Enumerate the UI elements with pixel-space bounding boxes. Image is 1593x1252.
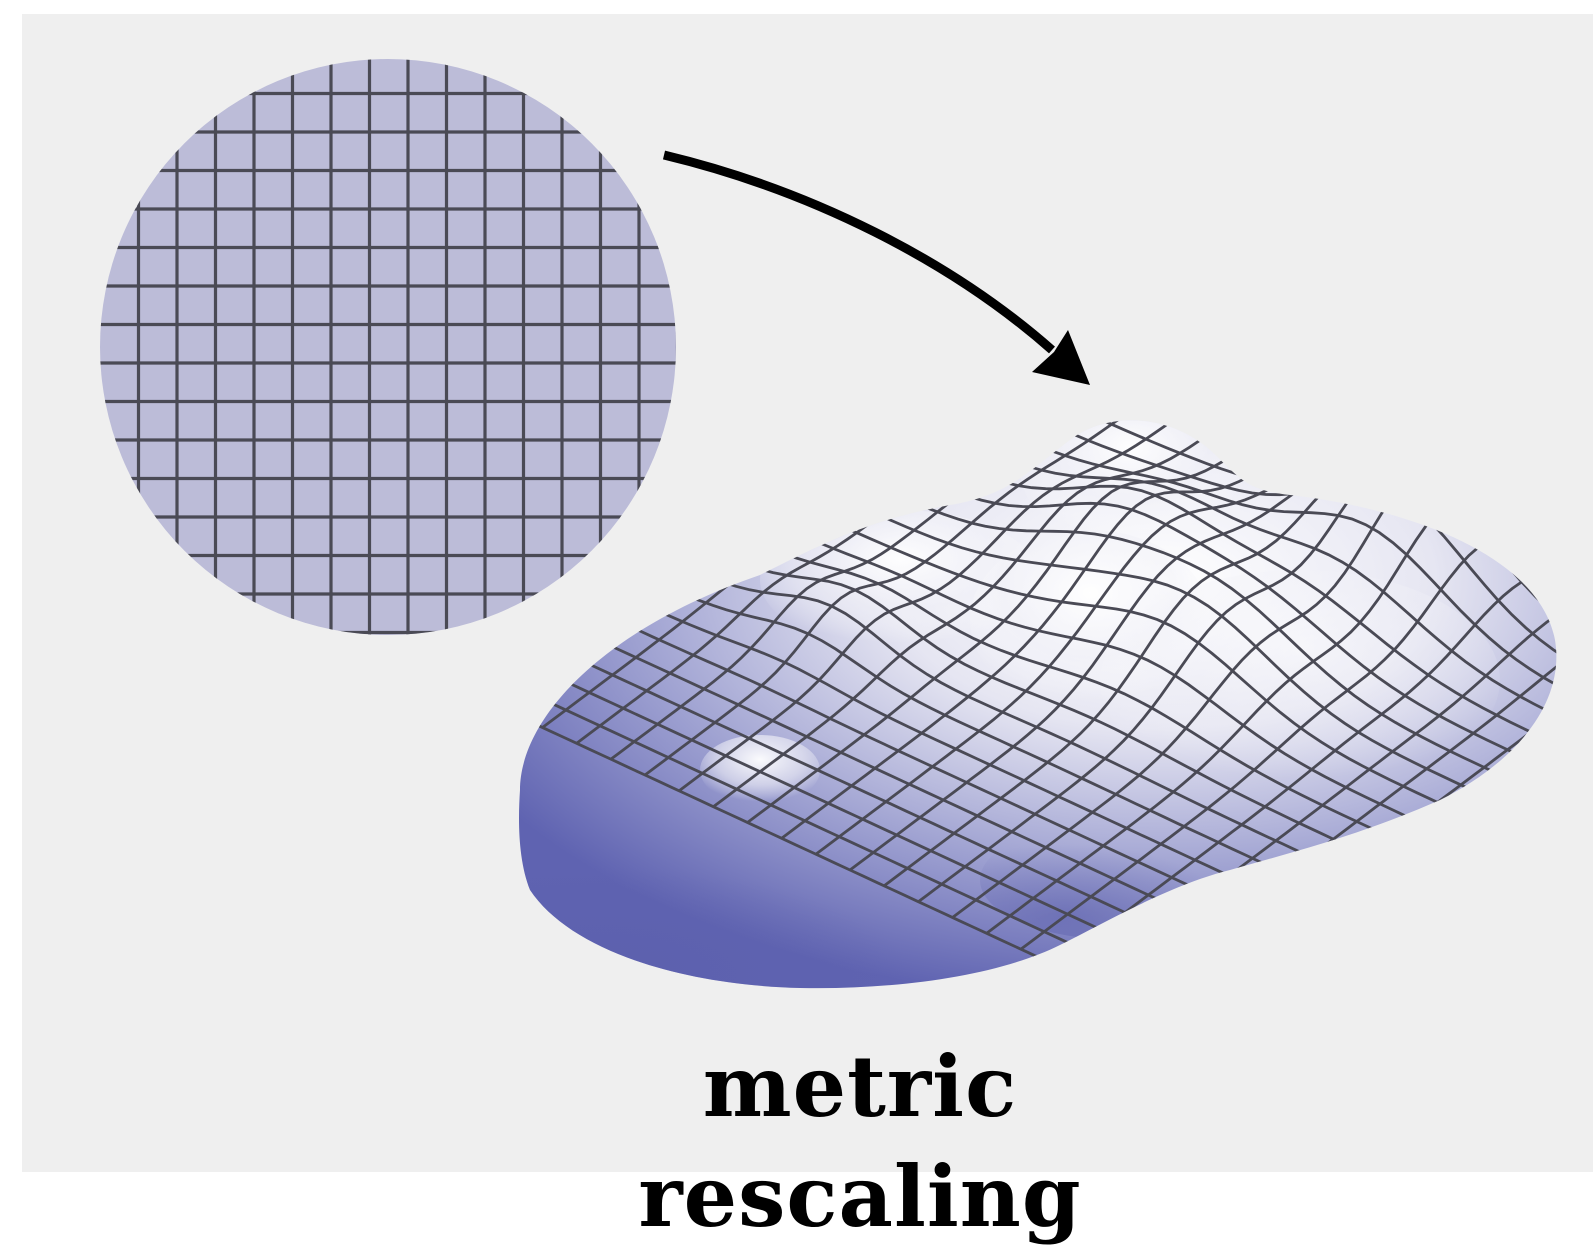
mapping-arrow bbox=[664, 155, 1090, 385]
metric-rescaling-diagram bbox=[0, 0, 1593, 1192]
caption-text: metric rescaling bbox=[470, 1032, 1250, 1252]
flat-grid-disk bbox=[90, 50, 690, 650]
